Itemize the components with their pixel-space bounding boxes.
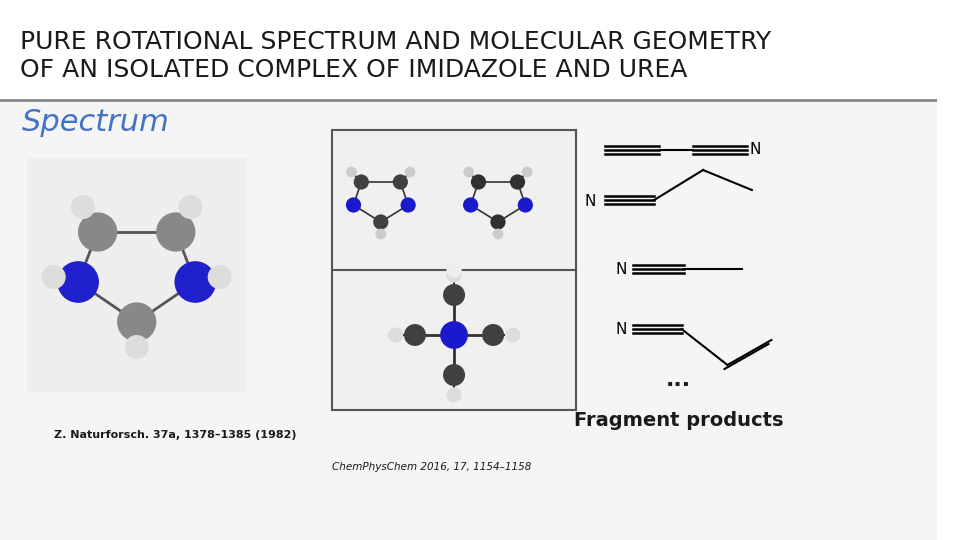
Point (491, 218, 506, 226)
Point (407, 330, 422, 339)
Text: N: N (615, 322, 627, 338)
Point (491, 230, 506, 238)
Point (168, 228, 183, 237)
Text: N: N (615, 262, 627, 278)
Point (129, 318, 144, 326)
Point (446, 330, 462, 339)
Text: N: N (750, 143, 761, 158)
Point (388, 330, 403, 339)
Point (517, 201, 533, 210)
Text: PURE ROTATIONAL SPECTRUM AND MOLECULAR GEOMETRY: PURE ROTATIONAL SPECTRUM AND MOLECULAR G… (19, 30, 771, 54)
Text: Z. Naturforsch. 37a, 1378–1385 (1982): Z. Naturforsch. 37a, 1378–1385 (1982) (54, 430, 297, 440)
FancyBboxPatch shape (27, 158, 246, 392)
Point (46, 273, 61, 281)
Point (461, 168, 476, 177)
Point (373, 218, 389, 226)
Point (463, 201, 478, 210)
Point (446, 271, 462, 279)
Point (446, 291, 462, 299)
Point (373, 230, 389, 238)
Text: Fragment products: Fragment products (574, 410, 783, 429)
Point (470, 178, 486, 186)
Point (346, 201, 361, 210)
Point (187, 278, 203, 286)
Bar (0, 0, 937, 100)
Point (505, 330, 520, 339)
Text: N: N (585, 194, 595, 210)
Point (353, 178, 369, 186)
FancyBboxPatch shape (332, 130, 576, 410)
Point (344, 168, 359, 177)
Point (519, 168, 535, 177)
Point (70, 278, 85, 286)
Point (393, 178, 408, 186)
Point (90, 228, 106, 237)
Point (182, 202, 198, 211)
Point (212, 273, 228, 281)
Point (510, 178, 525, 186)
Bar (0, 100, 937, 540)
Point (402, 168, 418, 177)
Point (486, 330, 501, 339)
Text: OF AN ISOLATED COMPLEX OF IMIDAZOLE AND UREA: OF AN ISOLATED COMPLEX OF IMIDAZOLE AND … (19, 58, 687, 82)
Point (129, 343, 144, 352)
Text: Spectrum: Spectrum (21, 108, 169, 137)
Point (446, 390, 462, 399)
Point (446, 370, 462, 379)
Point (446, 266, 462, 274)
Point (400, 201, 416, 210)
Text: ...: ... (666, 370, 691, 390)
Text: ChemPhysChem 2016, 17, 1154–1158: ChemPhysChem 2016, 17, 1154–1158 (332, 462, 532, 472)
Point (75, 202, 90, 211)
